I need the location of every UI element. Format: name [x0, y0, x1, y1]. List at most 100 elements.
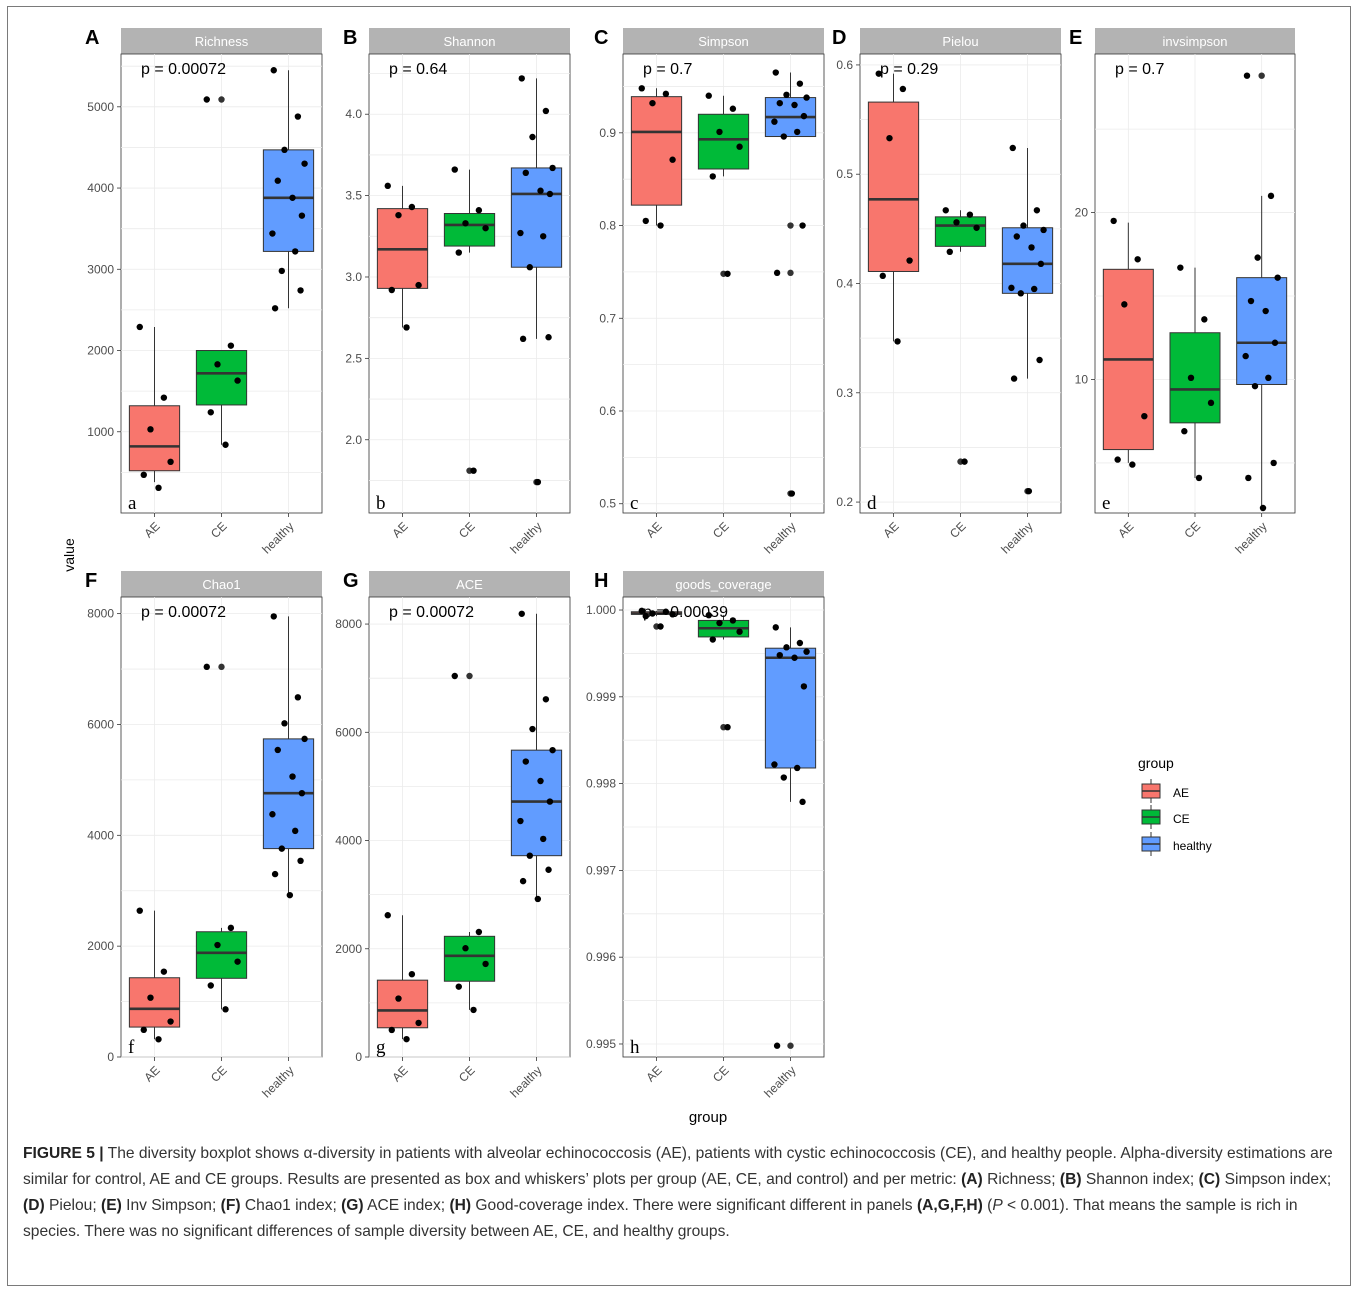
p-value-label: p = 0.7 [643, 61, 692, 78]
y-tick-label: 1000 [87, 425, 114, 439]
data-point [729, 617, 737, 624]
y-tick-label: 1.000 [586, 603, 616, 617]
data-point [788, 490, 796, 497]
panel-letter: G [343, 570, 359, 592]
data-point [167, 458, 174, 466]
data-point [800, 112, 808, 120]
box-ce [697, 113, 750, 170]
data-point [776, 651, 783, 659]
data-point [1254, 254, 1261, 261]
p-value-label: p = 0.64 [389, 61, 447, 78]
x-tick-label: AE [389, 1063, 410, 1084]
x-tick-label: AE [389, 519, 410, 540]
data-point [518, 610, 525, 617]
caption-segment: (A,G,F,H) [916, 1197, 983, 1214]
data-point [540, 233, 547, 240]
figure-frame [7, 6, 1351, 1286]
data-point [518, 75, 525, 82]
data-point [517, 229, 524, 237]
caption-segment: Simpson index; [1220, 1171, 1332, 1188]
panel-strip [1095, 28, 1295, 54]
data-point [894, 338, 901, 345]
x-tick-label: CE [947, 519, 969, 541]
box-ce [934, 216, 987, 247]
legend-title: group [1138, 755, 1174, 771]
data-point [794, 764, 801, 772]
x-tick-label: CE [710, 1063, 732, 1085]
data-point [961, 458, 968, 465]
chart-panel-f: Chao1 F 0 2000 4000 6000 8000 AE CE healthy p = 0.… [85, 570, 323, 1100]
p-value-label: p = 0.00072 [141, 604, 226, 621]
data-point [669, 156, 676, 163]
box-ce [1169, 332, 1221, 424]
data-point [298, 789, 306, 797]
y-tick-label: 8000 [87, 607, 114, 621]
data-point [1265, 374, 1272, 382]
data-point [136, 907, 143, 914]
box-healthy [1001, 227, 1054, 294]
data-point [1262, 307, 1269, 315]
y-tick-label: 4000 [335, 834, 362, 848]
data-point [796, 80, 804, 87]
data-point [709, 173, 716, 180]
data-point [716, 619, 723, 627]
data-point [298, 212, 306, 219]
y-tick-label: 3000 [87, 262, 114, 276]
data-point [776, 99, 783, 107]
caption-segment: (B) [1059, 1171, 1082, 1188]
data-point [415, 1019, 422, 1027]
caption-segment: Chao1 index; [240, 1197, 342, 1214]
caption-segment: ( [982, 1197, 993, 1214]
data-point [155, 484, 162, 492]
data-point [657, 623, 664, 630]
data-point [270, 613, 277, 620]
data-point [771, 761, 778, 768]
data-point [534, 478, 542, 486]
y-tick-label: 0.8 [599, 219, 616, 233]
panel-tag: c [630, 493, 638, 514]
panel-strip [121, 28, 322, 54]
data-point [529, 725, 536, 733]
panel-letter: B [343, 27, 357, 49]
data-point [724, 270, 731, 277]
data-point [475, 207, 483, 214]
data-point [281, 720, 288, 727]
data-point [709, 636, 716, 643]
data-point [642, 217, 649, 225]
chart-panel-e: invsimpson E 10 20 AE CE healthy p = 0.7 e [1069, 27, 1296, 556]
data-point [294, 694, 302, 701]
data-point [301, 160, 308, 167]
box-ce [443, 935, 496, 982]
data-point [271, 870, 279, 878]
data-point [716, 128, 723, 136]
data-point [1177, 264, 1184, 271]
outlier-point [1258, 72, 1265, 79]
p-value-label: p = 0.00039 [643, 604, 728, 621]
data-point [642, 612, 649, 620]
panel-tag: g [376, 1037, 386, 1058]
x-tick-label: AE [141, 1063, 162, 1084]
caption-figure-label: FIGURE 5 | [23, 1145, 104, 1162]
data-point [292, 248, 299, 255]
data-point [140, 1026, 147, 1034]
x-tick-label: healthy [761, 1063, 798, 1100]
data-point [1259, 504, 1267, 512]
data-point [274, 746, 281, 754]
caption-segment: P [992, 1197, 1003, 1214]
y-tick-label: 2000 [87, 939, 114, 953]
data-point [1271, 339, 1279, 346]
x-tick-label: AE [141, 519, 162, 540]
data-point [403, 1035, 410, 1043]
data-point [1121, 301, 1128, 308]
x-tick-label: AE [643, 1063, 664, 1084]
panel-strip-label: Richness [195, 34, 249, 49]
panel-strip [623, 571, 824, 597]
data-point [1020, 222, 1027, 229]
data-point [278, 845, 285, 852]
y-tick-label: 10 [1075, 372, 1089, 386]
data-point [384, 912, 391, 919]
data-point [729, 105, 737, 112]
data-point [1187, 374, 1195, 382]
data-point [966, 211, 974, 218]
panel-tag: h [630, 1037, 640, 1058]
